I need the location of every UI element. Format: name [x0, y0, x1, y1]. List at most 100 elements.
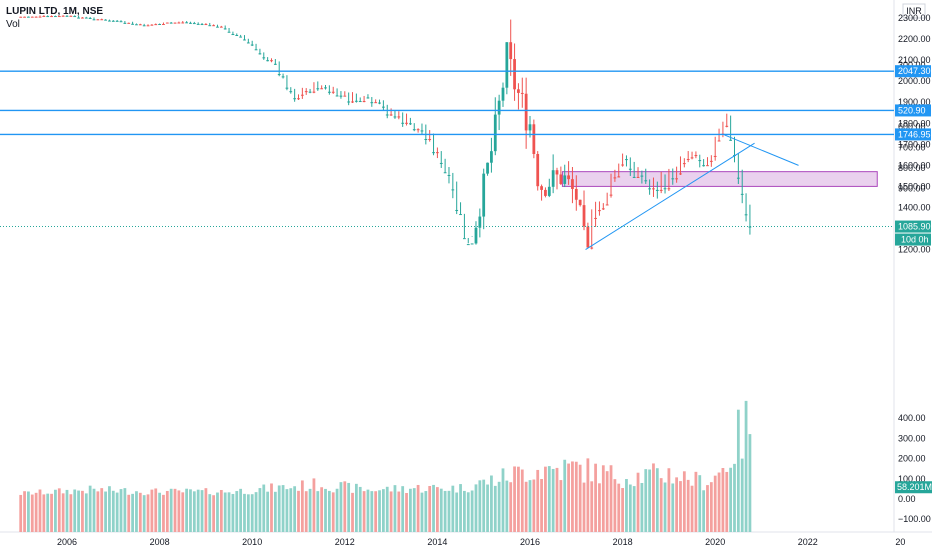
candle-body	[474, 227, 478, 244]
volume-bar	[578, 464, 582, 532]
price-tick-label: 1400.00	[898, 202, 931, 212]
level-price-tag	[895, 128, 931, 141]
volume-bar	[347, 482, 351, 532]
candle-body	[131, 23, 134, 25]
volume-bar	[567, 463, 570, 532]
volume-legend: Vol	[6, 19, 20, 30]
candle-body	[192, 23, 196, 25]
volume-bar	[381, 489, 385, 532]
volume-bar	[54, 489, 57, 532]
volume-bar	[729, 467, 733, 532]
candle-body	[540, 186, 543, 190]
volume-bar	[725, 471, 729, 532]
volume-bar	[231, 493, 235, 532]
candle-body	[594, 217, 597, 219]
volume-bar	[42, 494, 46, 532]
volume-bar	[436, 487, 439, 532]
volume-bar	[625, 479, 628, 532]
last-price-tag	[895, 220, 931, 233]
candle-body	[104, 19, 107, 21]
candle-body	[246, 42, 250, 44]
volume-bar	[547, 466, 551, 532]
candle-body	[470, 243, 474, 245]
volume-bar	[366, 489, 370, 532]
candle-body	[65, 15, 69, 17]
candle-body	[675, 178, 679, 180]
candle-body	[605, 204, 609, 206]
candle-body	[574, 188, 578, 200]
volume-bar	[304, 491, 308, 532]
volume-bar	[196, 489, 200, 532]
volume-bar	[536, 469, 540, 532]
volume-bar	[571, 461, 574, 532]
volume-bar	[486, 484, 489, 532]
resistance-zone[interactable]	[561, 171, 878, 187]
time-axis[interactable]: 2006 2008 2010 2012 2014 2016 2018 2020 2022 20	[57, 537, 905, 547]
volume-bar	[212, 495, 216, 532]
time-tick-label: 2012	[335, 537, 355, 547]
volume-bar	[227, 492, 231, 532]
price-tick-label: 800.00	[898, 163, 926, 173]
candle-body	[381, 106, 385, 108]
volume-bar	[405, 492, 408, 532]
volume-bar	[443, 490, 447, 532]
volume-bar	[208, 494, 212, 532]
volume-bar	[258, 488, 262, 532]
volume-bar	[331, 492, 335, 532]
resistance-zone-rect[interactable]	[561, 171, 878, 187]
candle-body	[524, 93, 528, 131]
candle-body	[547, 186, 551, 196]
volume-bar	[200, 490, 204, 532]
drawings[interactable]	[0, 70, 894, 250]
volume-bar	[706, 485, 709, 532]
candle-body	[54, 16, 57, 18]
volume-bar	[451, 485, 455, 532]
candle-body	[181, 22, 185, 24]
trendline[interactable]	[585, 142, 755, 250]
last-volume-tag	[895, 481, 932, 494]
trendline[interactable]	[724, 134, 799, 166]
candle-body	[343, 95, 347, 97]
candle-body	[393, 116, 397, 118]
candle-body	[57, 16, 61, 18]
volume-bar	[96, 491, 100, 532]
candle-body	[374, 102, 378, 104]
candle-body	[412, 129, 416, 131]
candle-body	[655, 189, 659, 191]
volume-bar	[736, 409, 740, 532]
volume-bar	[420, 492, 424, 532]
volume-bar	[262, 484, 266, 532]
volume-bar	[690, 485, 694, 532]
candle-body	[354, 100, 358, 102]
candle-body	[613, 177, 617, 179]
candle-body	[501, 87, 505, 101]
volume-bar	[320, 487, 324, 532]
candle-body	[663, 188, 667, 190]
candle-body	[92, 19, 96, 21]
candle-body	[455, 209, 459, 211]
level-price-label: 520.90	[898, 105, 926, 115]
volume-bar	[493, 485, 497, 532]
candle-body	[165, 22, 169, 24]
candle-body	[424, 139, 428, 141]
candle-body	[158, 24, 161, 26]
candle-body	[84, 17, 88, 19]
price-tick-label: 2100.00	[898, 55, 931, 65]
candle-body	[463, 238, 466, 240]
candle-body	[239, 36, 243, 38]
price-tick-label: 1500.00	[898, 181, 931, 191]
candle-body	[513, 59, 516, 90]
volume-bar	[158, 492, 161, 532]
candle-body	[401, 122, 405, 124]
volume-bar	[559, 480, 563, 532]
volume-bar	[459, 484, 462, 532]
volume-bar	[277, 485, 281, 532]
volume-bar	[177, 490, 181, 532]
volume-bar	[439, 488, 443, 532]
volume-bar	[528, 480, 532, 532]
volume-bar	[636, 472, 640, 532]
time-tick-label: 2016	[520, 537, 540, 547]
candle-body	[729, 139, 733, 141]
